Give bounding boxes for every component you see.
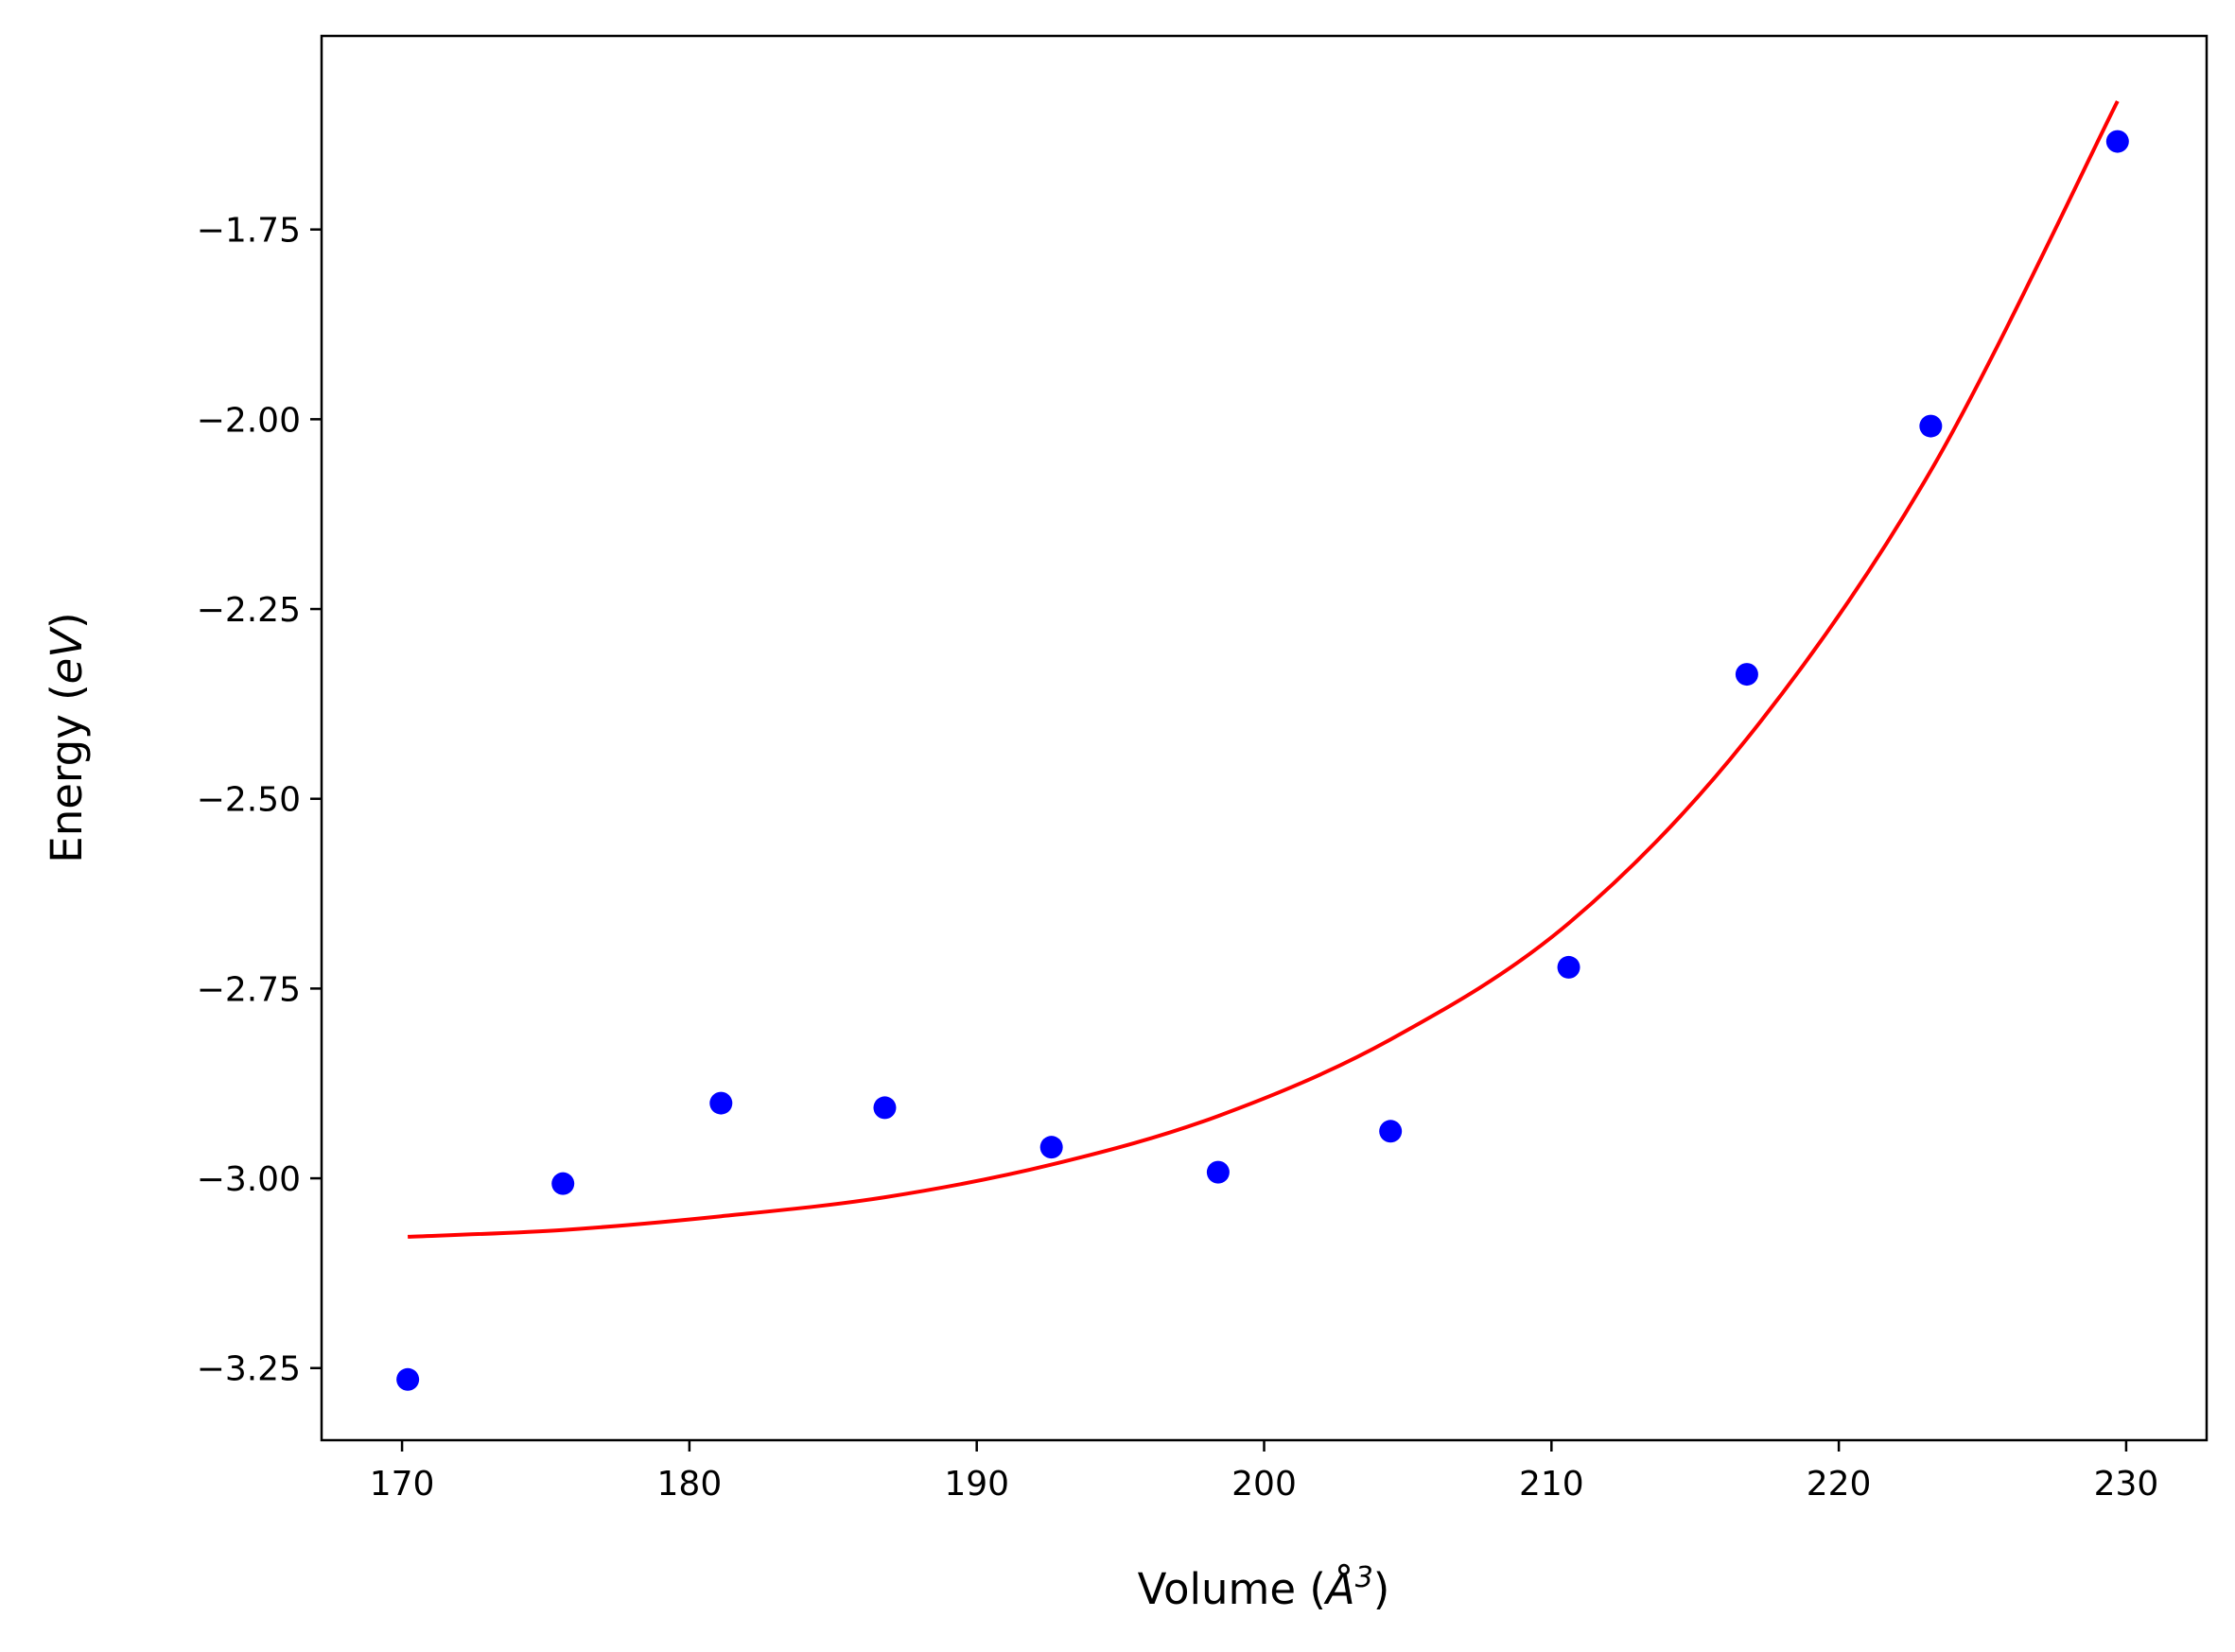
data-point — [1557, 955, 1580, 979]
y-axis: −1.75 −2.00 −2.25 −2.50 −2.75 −3.00 −3.25 — [197, 212, 322, 1389]
data-point — [1206, 1160, 1230, 1184]
x-tick-label: 220 — [1807, 1465, 1872, 1504]
data-point — [1735, 663, 1758, 687]
y-tick-label: −2.00 — [197, 401, 301, 440]
y-tick-label: −1.75 — [197, 212, 301, 251]
x-tick-label: 190 — [944, 1465, 1009, 1504]
data-point — [396, 1367, 420, 1391]
data-point — [873, 1096, 897, 1120]
data-point — [1919, 414, 1943, 438]
plot-area — [396, 100, 2129, 1391]
x-tick-label: 200 — [1231, 1465, 1297, 1504]
y-tick-label: −3.00 — [197, 1160, 301, 1199]
y-tick-label: −2.75 — [197, 970, 301, 1009]
y-tick-label: −2.50 — [197, 781, 301, 820]
data-point — [709, 1091, 733, 1115]
x-axis-label: Volume (Å3) — [1138, 1561, 1390, 1614]
x-tick-label: 210 — [1519, 1465, 1584, 1504]
data-point — [2105, 130, 2129, 153]
data-point — [1379, 1120, 1403, 1143]
x-tick-label: 170 — [370, 1465, 435, 1504]
x-tick-label: 230 — [2094, 1465, 2159, 1504]
x-axis: 170 180 190 200 210 220 230 — [370, 1440, 2159, 1504]
data-point — [551, 1172, 575, 1195]
y-axis-label: Energy (eV) — [42, 612, 92, 862]
fit-curve-line — [408, 100, 2120, 1239]
data-point — [1039, 1136, 1063, 1159]
y-tick-label: −2.25 — [197, 591, 301, 630]
y-tick-label: −3.25 — [197, 1350, 301, 1389]
x-tick-label: 180 — [657, 1465, 723, 1504]
